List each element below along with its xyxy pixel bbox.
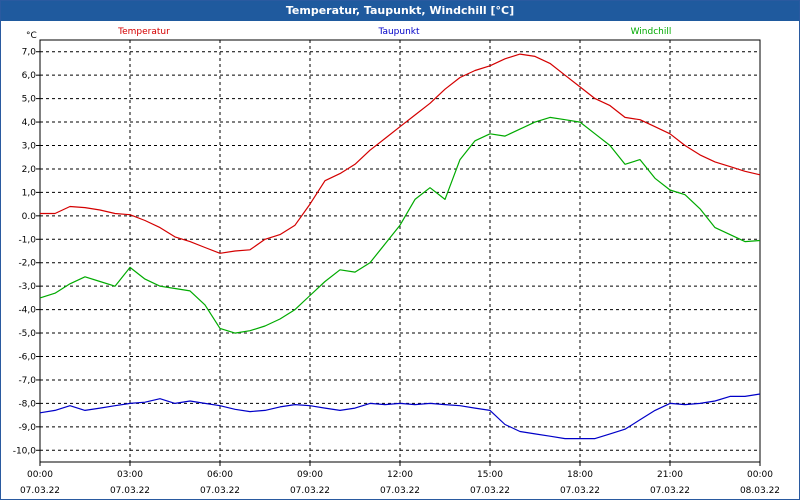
- window-title: Temperatur, Taupunkt, Windchill [°C]: [1, 1, 799, 21]
- y-tick-label: 4,0: [22, 118, 37, 128]
- x-tick-date-label: 07.03.22: [380, 486, 420, 496]
- y-tick-label: 1,0: [22, 188, 37, 198]
- y-tick-label: 2,0: [22, 165, 37, 175]
- series-line-temperatur: [40, 53, 761, 254]
- y-tick-label: -5,0: [18, 329, 36, 339]
- y-tick-label: -2,0: [18, 259, 36, 269]
- y-tick-label: -3,0: [18, 282, 36, 292]
- x-tick-date-label: 07.03.22: [560, 486, 600, 496]
- y-unit-label: °C: [26, 31, 37, 41]
- legend-windchill: Windchill: [631, 27, 672, 37]
- x-tick-time-label: 15:00: [477, 470, 503, 480]
- line-chart: 7,0 6,0 5,0 4,0 3,0 2,0 1,0 0.0 -1,0 -2,0 -3,0 -4,0…: [13, 27, 780, 496]
- y-tick-label: 3,0: [22, 142, 37, 152]
- x-tick-date-label: 07.03.22: [20, 486, 60, 496]
- x-tick-date-label: 07.03.22: [200, 486, 240, 496]
- x-tick-date-label: 08.03.22: [740, 486, 780, 496]
- y-tick-label: 5,0: [22, 95, 37, 105]
- y-tick-label: 6,0: [22, 71, 37, 81]
- y-tick-label: 7,0: [22, 48, 37, 58]
- x-tick-date-label: 07.03.22: [110, 486, 150, 496]
- x-tick-date-label: 07.03.22: [650, 486, 690, 496]
- y-tick-label: -10,0: [13, 446, 37, 456]
- y-tick-label: 0.0: [22, 212, 37, 222]
- legend-taupunkt: Taupunkt: [377, 27, 420, 37]
- y-tick-label: -1,0: [18, 235, 36, 245]
- x-tick-date-label: 07.03.22: [290, 486, 330, 496]
- x-tick-time-label: 00:00: [747, 470, 773, 480]
- x-tick-time-label: 21:00: [657, 470, 683, 480]
- y-tick-label: -9,0: [18, 423, 36, 433]
- y-tick-label: -6,0: [18, 353, 36, 363]
- y-tick-label: -8,0: [18, 399, 36, 409]
- x-tick-time-label: 03:00: [117, 470, 143, 480]
- x-tick-time-label: 06:00: [207, 470, 233, 480]
- series-line-windchill: [39, 116, 761, 334]
- x-tick-time-label: 18:00: [567, 470, 593, 480]
- series-line-taupunkt: [39, 393, 761, 440]
- x-tick-time-label: 09:00: [297, 470, 323, 480]
- plot-frame: [39, 39, 761, 463]
- legend-temperatur: Temperatur: [117, 27, 170, 37]
- y-tick-label: -7,0: [18, 376, 36, 386]
- x-tick-date-label: 07.03.22: [470, 486, 510, 496]
- x-tick-time-label: 12:00: [387, 470, 413, 480]
- y-tick-label: -4,0: [18, 306, 36, 316]
- x-tick-time-label: 00:00: [27, 470, 53, 480]
